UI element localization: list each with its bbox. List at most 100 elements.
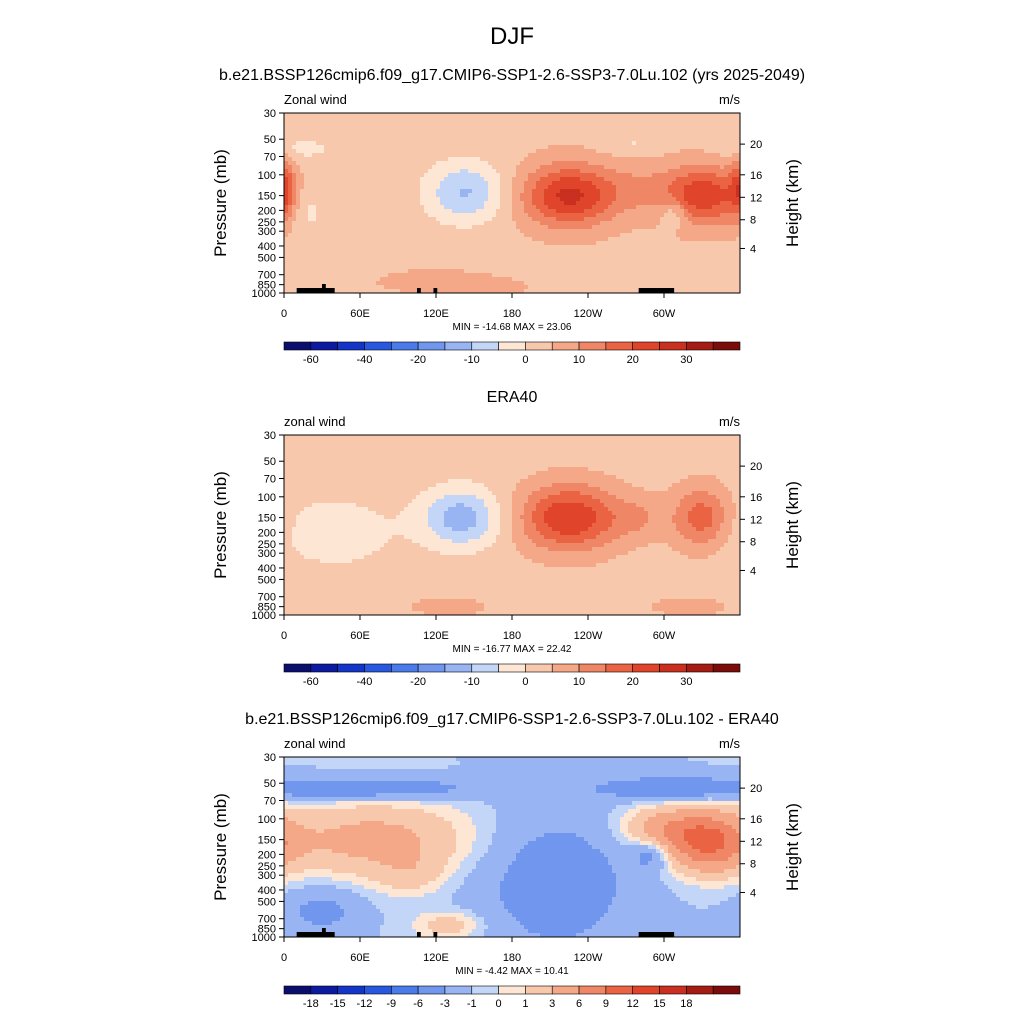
heatmap-cell bbox=[384, 217, 389, 222]
heatmap-cell bbox=[428, 241, 433, 246]
heatmap-cell bbox=[632, 201, 637, 206]
heatmap-cell bbox=[508, 161, 513, 166]
heatmap-cell bbox=[736, 237, 740, 242]
heatmap-cell bbox=[292, 169, 297, 174]
heatmap-cell bbox=[356, 177, 361, 182]
heatmap-cell bbox=[660, 217, 665, 222]
panels: b.e21.BSSP126cmip6.f09_g17.CMIP6-SSP1-2.… bbox=[211, 67, 805, 1010]
heatmap-cell bbox=[732, 161, 737, 166]
heatmap-cell bbox=[628, 225, 633, 230]
heatmap-cell bbox=[372, 177, 377, 182]
heatmap-cell bbox=[360, 121, 365, 126]
heatmap-cell bbox=[456, 273, 461, 278]
heatmap-cell bbox=[344, 125, 349, 130]
heatmap-cell bbox=[452, 125, 457, 130]
heatmap-cell bbox=[360, 169, 365, 174]
heatmap-cell bbox=[620, 125, 625, 130]
heatmap-cell bbox=[508, 245, 513, 250]
heatmap-cell bbox=[536, 157, 541, 162]
heatmap-cell bbox=[424, 253, 429, 258]
heatmap-cell bbox=[688, 213, 693, 218]
heatmap-cell bbox=[316, 181, 321, 186]
heatmap-cell bbox=[612, 189, 617, 194]
heatmap-cell bbox=[400, 245, 405, 250]
heatmap-cell bbox=[468, 249, 473, 254]
heatmap-cell bbox=[352, 205, 357, 210]
heatmap-cell bbox=[444, 241, 449, 246]
heatmap-cell bbox=[328, 177, 333, 182]
heatmap-cell bbox=[420, 257, 425, 262]
heatmap-cell bbox=[672, 201, 677, 206]
heatmap-cell bbox=[680, 121, 685, 126]
heatmap-cell bbox=[592, 213, 597, 218]
heatmap-cell bbox=[408, 245, 413, 250]
heatmap-cell bbox=[404, 177, 409, 182]
heatmap-cell bbox=[624, 173, 629, 178]
heatmap-cell bbox=[484, 245, 489, 250]
heatmap-cell bbox=[672, 185, 677, 190]
heatmap-cell bbox=[508, 261, 513, 266]
heatmap-cell bbox=[460, 257, 465, 262]
heatmap-cell bbox=[564, 285, 569, 290]
heatmap-cell bbox=[404, 169, 409, 174]
heatmap-cell bbox=[600, 117, 605, 122]
heatmap-cell bbox=[408, 117, 413, 122]
heatmap-cell bbox=[736, 185, 740, 190]
heatmap-cell bbox=[704, 125, 709, 130]
heatmap-cell bbox=[448, 209, 453, 214]
heatmap-cell bbox=[288, 241, 293, 246]
heatmap-cell bbox=[708, 249, 713, 254]
heatmap-cell bbox=[712, 265, 717, 270]
heatmap-cell bbox=[628, 277, 633, 282]
heatmap-cell bbox=[608, 233, 613, 238]
heatmap-cell bbox=[384, 125, 389, 130]
heatmap-cell bbox=[676, 265, 681, 270]
heatmap-cell bbox=[412, 145, 417, 150]
heatmap-cell bbox=[444, 153, 449, 158]
heatmap-cell bbox=[504, 241, 509, 246]
heatmap-cell bbox=[488, 145, 493, 150]
heatmap-cell bbox=[412, 121, 417, 126]
heatmap-cell bbox=[664, 249, 669, 254]
heatmap-cell bbox=[544, 121, 549, 126]
heatmap-cell bbox=[604, 173, 609, 178]
heatmap-cell bbox=[520, 153, 525, 158]
heatmap-cell bbox=[572, 153, 577, 158]
heatmap-cell bbox=[684, 129, 689, 134]
heatmap-cell bbox=[308, 189, 313, 194]
heatmap-cell bbox=[688, 113, 693, 118]
heatmap-cell bbox=[512, 241, 517, 246]
heatmap-cell bbox=[584, 245, 589, 250]
heatmap-cell bbox=[468, 141, 473, 146]
heatmap-cell bbox=[344, 121, 349, 126]
heatmap-cell bbox=[512, 181, 517, 186]
heatmap-cell bbox=[568, 161, 573, 166]
heatmap-cell bbox=[368, 229, 373, 234]
heatmap-cell bbox=[340, 161, 345, 166]
heatmap-cell bbox=[680, 253, 685, 258]
heatmap-cell bbox=[608, 253, 613, 258]
heatmap-cell bbox=[512, 169, 517, 174]
heatmap-cell bbox=[544, 257, 549, 262]
heatmap-cell bbox=[336, 205, 341, 210]
heatmap-cell bbox=[728, 261, 733, 266]
heatmap-cell bbox=[352, 277, 357, 282]
heatmap-cell bbox=[480, 221, 485, 226]
heatmap-cell bbox=[668, 225, 673, 230]
heatmap-cell bbox=[316, 117, 321, 122]
heatmap-cell bbox=[476, 269, 481, 274]
heatmap-cell bbox=[560, 249, 565, 254]
heatmap-cell bbox=[480, 193, 485, 198]
heatmap-cell bbox=[408, 257, 413, 262]
heatmap-cell bbox=[328, 225, 333, 230]
heatmap-cell bbox=[376, 157, 381, 162]
heatmap-cell bbox=[460, 193, 465, 198]
heatmap-cell bbox=[664, 237, 669, 242]
heatmap-cell bbox=[472, 209, 477, 214]
heatmap-cell bbox=[472, 261, 477, 266]
heatmap-cell bbox=[616, 149, 621, 154]
heatmap-cell bbox=[408, 225, 413, 230]
heatmap-cell bbox=[336, 189, 341, 194]
heatmap-cell bbox=[704, 229, 709, 234]
heatmap-cell bbox=[584, 253, 589, 258]
